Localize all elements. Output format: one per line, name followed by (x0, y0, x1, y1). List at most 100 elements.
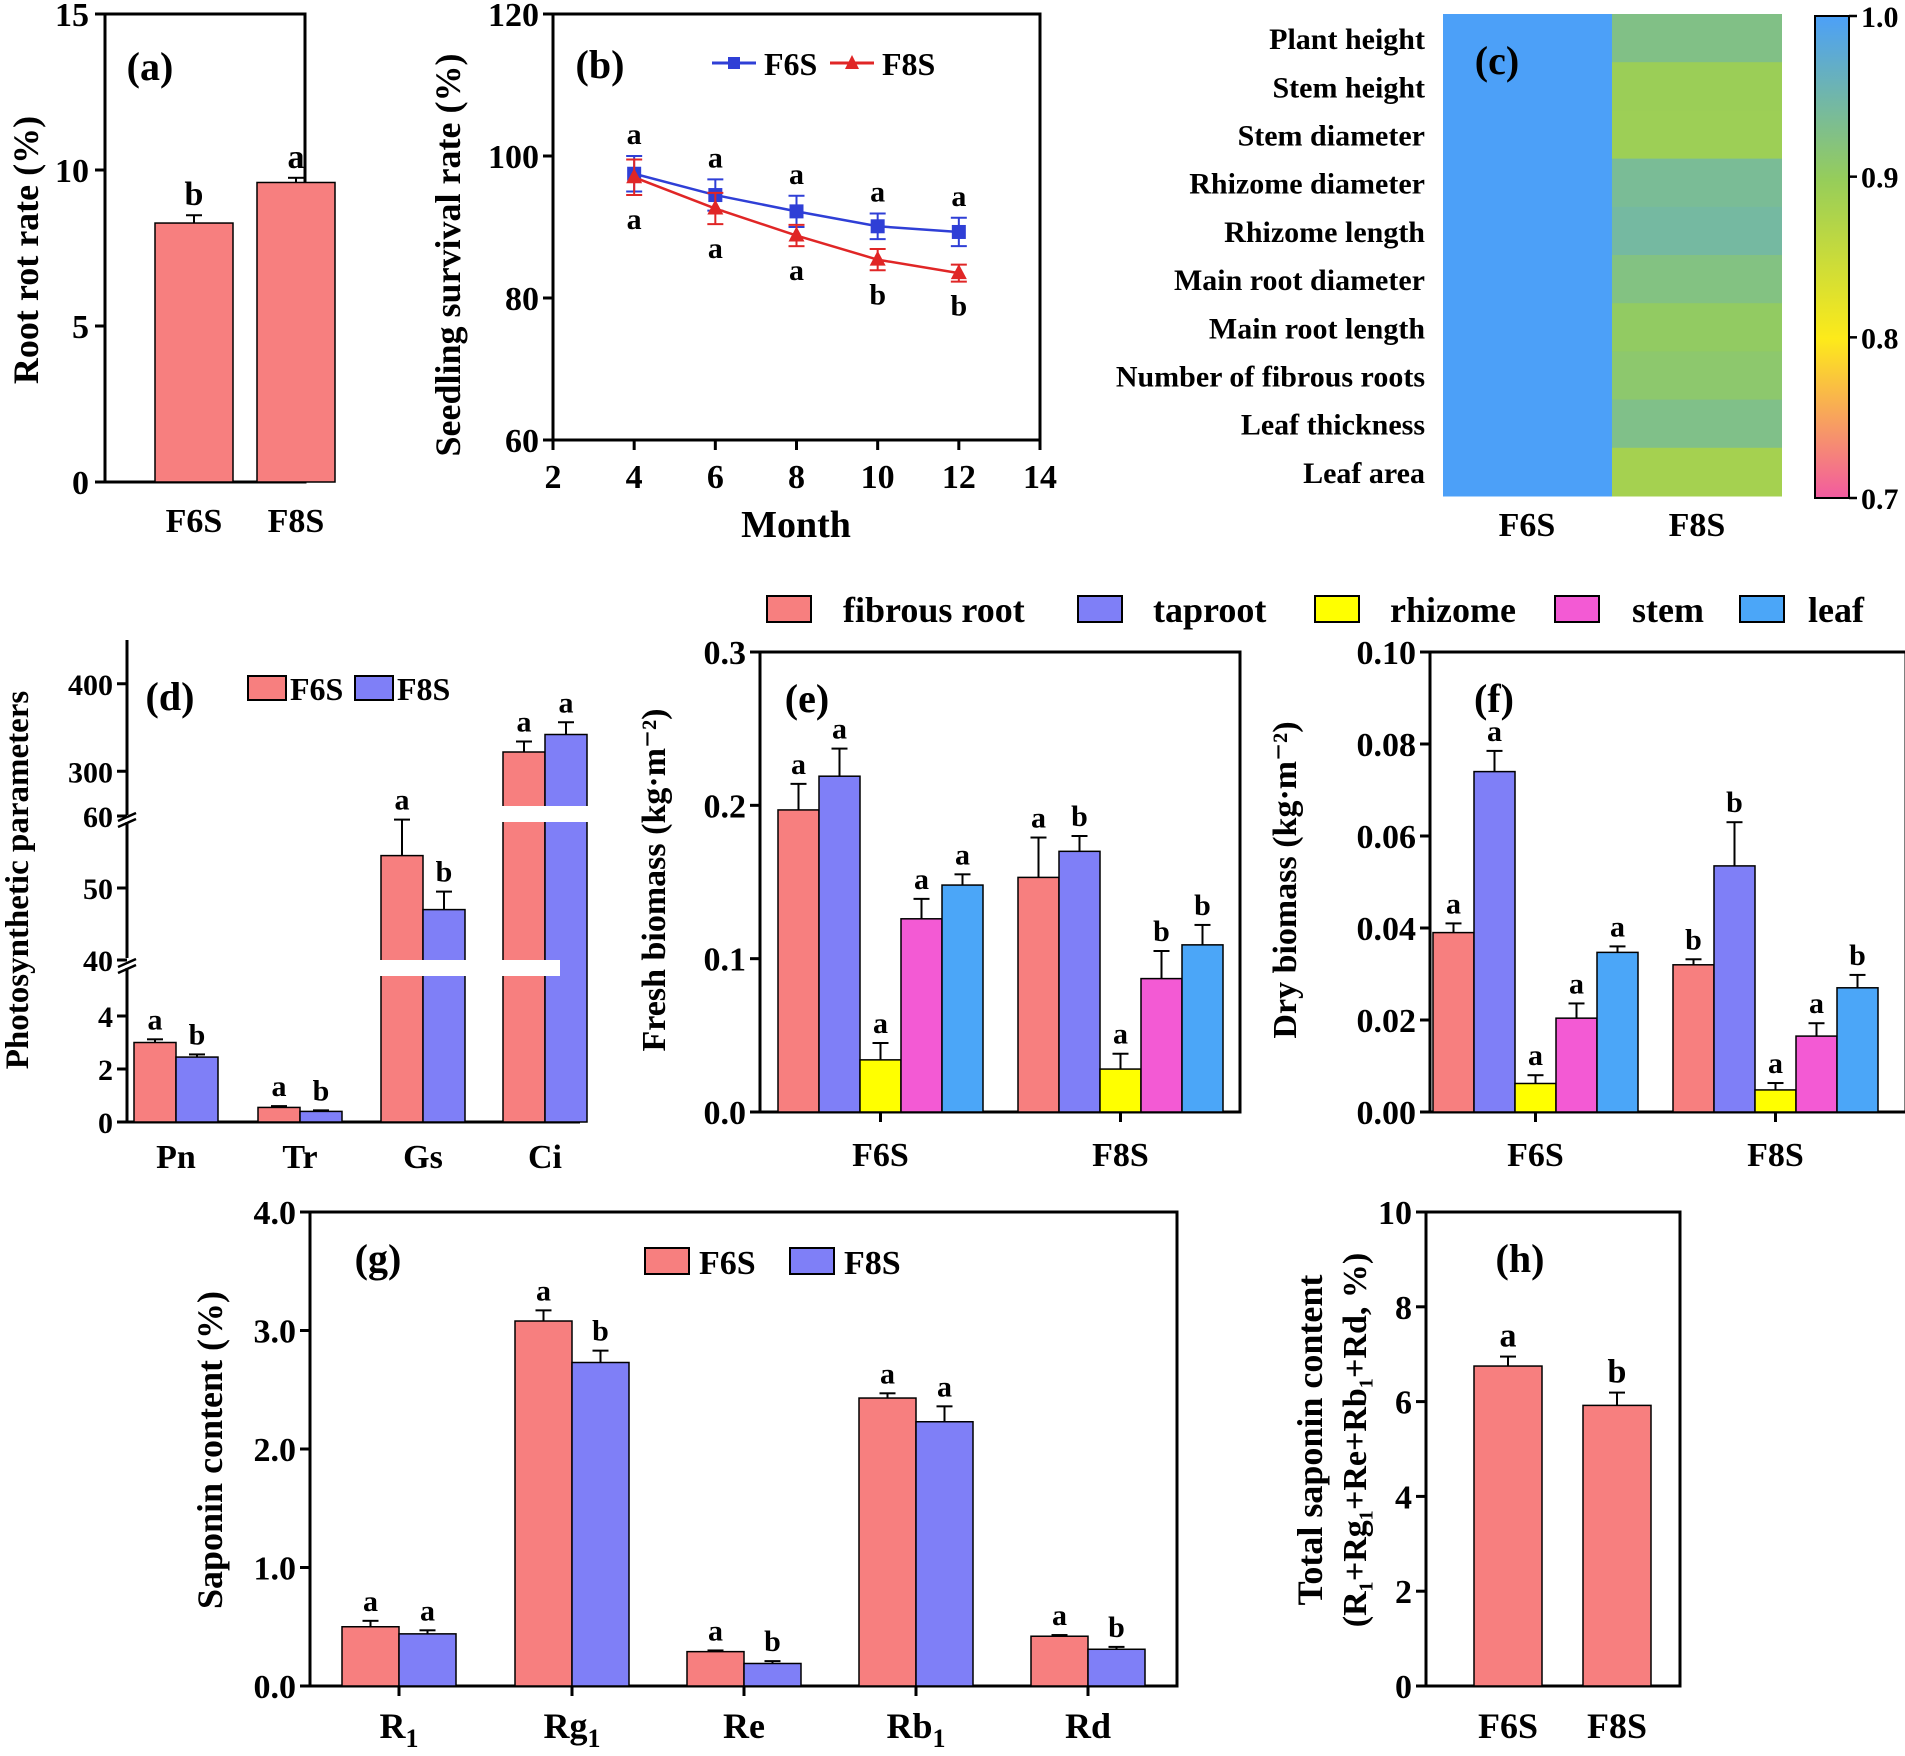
panel-a-ylabel: Root rot rate (%) (6, 116, 46, 384)
sig-letter-panel-e: a (791, 748, 806, 781)
sig-letter-f: b (1849, 939, 1866, 972)
point-F8S (707, 199, 724, 215)
bar-g-Rd-F6S (1030, 1635, 1089, 1687)
legend-b-label-F8S: F8S (882, 46, 935, 82)
heat-row-label: Stem height (1273, 71, 1426, 104)
heat-row-label: Main root diameter (1174, 264, 1425, 297)
bar-g-Rd-F8S (1087, 1648, 1146, 1687)
bar-f-F8S-rhizome (1754, 1089, 1797, 1113)
sig-letter-panel-e: a (873, 1007, 888, 1040)
point-F8S (788, 226, 805, 242)
bar-g-R-F6S (341, 1626, 400, 1687)
heat-cell-F8S (1612, 110, 1782, 160)
sig-letter-f: a (1569, 967, 1584, 1000)
panel-f-ytick-label: 0.10 (1357, 635, 1417, 672)
panel-f-ytick-label: 0.06 (1357, 819, 1417, 856)
panel-b-xlabel: Month (741, 504, 851, 546)
bar-g-Rb-F8S (915, 1420, 974, 1687)
bar-d-Pn-F8S (175, 1056, 219, 1123)
heat-row-label: Leaf area (1303, 457, 1425, 490)
sig-letter-h-F8S: b (1608, 1354, 1627, 1391)
sig-letter-g: a (420, 1594, 435, 1627)
panel-c-label: (c) (1475, 38, 1519, 83)
panel-g-label: (g) (355, 1236, 402, 1281)
sig-letter-panel-e: a (832, 713, 847, 746)
legend-b-marker-F8S (845, 55, 859, 69)
legend-d-label-F6S: F6S (290, 671, 343, 707)
sig-letter-g: a (880, 1357, 895, 1390)
panel-f-ytick-label: 0.02 (1357, 1003, 1417, 1040)
xtick-label-h-F6S: F6S (1478, 1706, 1538, 1746)
sig-letter-d-Ci: a (559, 686, 574, 719)
bar-f-F6S-fibrous root (1432, 931, 1475, 1113)
colorbar-tick-label: 0.7 (1861, 483, 1899, 516)
point-F8S (950, 264, 967, 280)
panel-g-ytick-label: 3.0 (254, 1314, 297, 1351)
legend-ef-label-stem: stem (1632, 590, 1704, 630)
panel-d-ytick-label: 0 (98, 1107, 113, 1140)
panel-a-ytick-label: 15 (55, 0, 89, 34)
bar-d-Tr-F8S (299, 1110, 343, 1123)
legend-ef-swatch-taproot (1077, 595, 1123, 623)
panel-b-xtick-label: 4 (626, 459, 643, 496)
panel-h-ytick-label: 0 (1395, 1669, 1412, 1706)
legend-b-marker-F6S (728, 57, 740, 69)
heat-cell-F6S (1443, 255, 1612, 304)
xtick-label-a-F8S: F8S (268, 503, 325, 540)
panel-e-ytick-label: 0.3 (704, 635, 747, 672)
bar-f-F6S-leaf (1596, 951, 1639, 1113)
panel-g-frame (308, 1210, 1179, 1688)
heat-cell-F6S (1443, 62, 1612, 111)
sig-letter-g: a (708, 1614, 723, 1647)
bar-panel-e-F8S-fibrous root (1017, 876, 1060, 1113)
panel-e-ylabel: Fresh biomass (kg·m⁻²) (636, 709, 673, 1052)
legend-d-label-F8S: F8S (397, 671, 450, 707)
bar-panel-e-F6S-leaf (941, 884, 984, 1113)
panel-h-ytick-label: 2 (1395, 1574, 1412, 1611)
sig-letter-b-F6S: a (951, 180, 966, 213)
heat-cell-F8S (1612, 206, 1782, 256)
sig-letter-b-F6S: a (708, 141, 723, 174)
bar-panel-e-F6S-fibrous root (777, 809, 820, 1113)
panel-h-ytick-label: 6 (1395, 1385, 1412, 1422)
sig-letter-d-Tr: a (272, 1070, 287, 1103)
panel-e-ytick-label: 0.1 (704, 942, 747, 979)
panel-d-ytick-label: 50 (83, 873, 113, 906)
panel-h-ylabel-line1: Total saponin content (1290, 1275, 1330, 1606)
heat-cell-F6S (1443, 158, 1612, 208)
heat-cell-F6S (1443, 399, 1612, 449)
xtick-label-g-Re: Re (723, 1706, 765, 1746)
colorbar-tick-label: 1.0 (1861, 1, 1899, 34)
sig-letter-g: b (764, 1625, 781, 1658)
heat-cell-F6S (1443, 447, 1612, 497)
colorbar-tick-label: 0.9 (1861, 162, 1899, 195)
panel-h-label: (h) (1496, 1236, 1545, 1281)
sig-letter-d-Ci: a (517, 706, 532, 739)
bar-f-F6S-taproot (1473, 770, 1516, 1113)
heat-cell-F8S (1612, 351, 1782, 401)
sig-letter-f: a (1487, 715, 1502, 748)
panel-d-ytick-label: 4 (98, 1001, 113, 1034)
panel-f-ytick-label: 0.00 (1357, 1095, 1417, 1132)
sig-letter-b-F8S: b (950, 290, 967, 323)
heat-cell-F6S (1443, 303, 1612, 352)
xtick-label-panel-e-F6S: F6S (852, 1137, 909, 1174)
panel-d-ytick-label: 300 (68, 756, 113, 789)
xtick-label-a-F6S: F6S (166, 503, 223, 540)
panel-e-ytick-label: 0.0 (704, 1095, 747, 1132)
heat-cell-F8S (1612, 447, 1782, 497)
panel-g-ytick-label: 1.0 (254, 1551, 297, 1588)
panel-b-ytick-label: 80 (505, 281, 539, 318)
colorbar (1814, 15, 1850, 499)
panel-a-ytick-label: 5 (72, 309, 89, 346)
legend-d-swatch-F6S (247, 675, 287, 701)
sig-letter-b-F6S: a (789, 158, 804, 191)
sig-letter-b-F8S: a (789, 254, 804, 287)
sig-letter-panel-e: b (1194, 889, 1211, 922)
colorbar-tick-label: 0.8 (1861, 322, 1899, 355)
bar-d-Gs-F8S (422, 908, 466, 1123)
panel-b-xtick-label: 12 (942, 459, 976, 496)
panel-a-ytick-label: 0 (72, 465, 89, 502)
heat-cell-F6S (1443, 206, 1612, 256)
bar-f-F8S-fibrous root (1672, 964, 1715, 1113)
